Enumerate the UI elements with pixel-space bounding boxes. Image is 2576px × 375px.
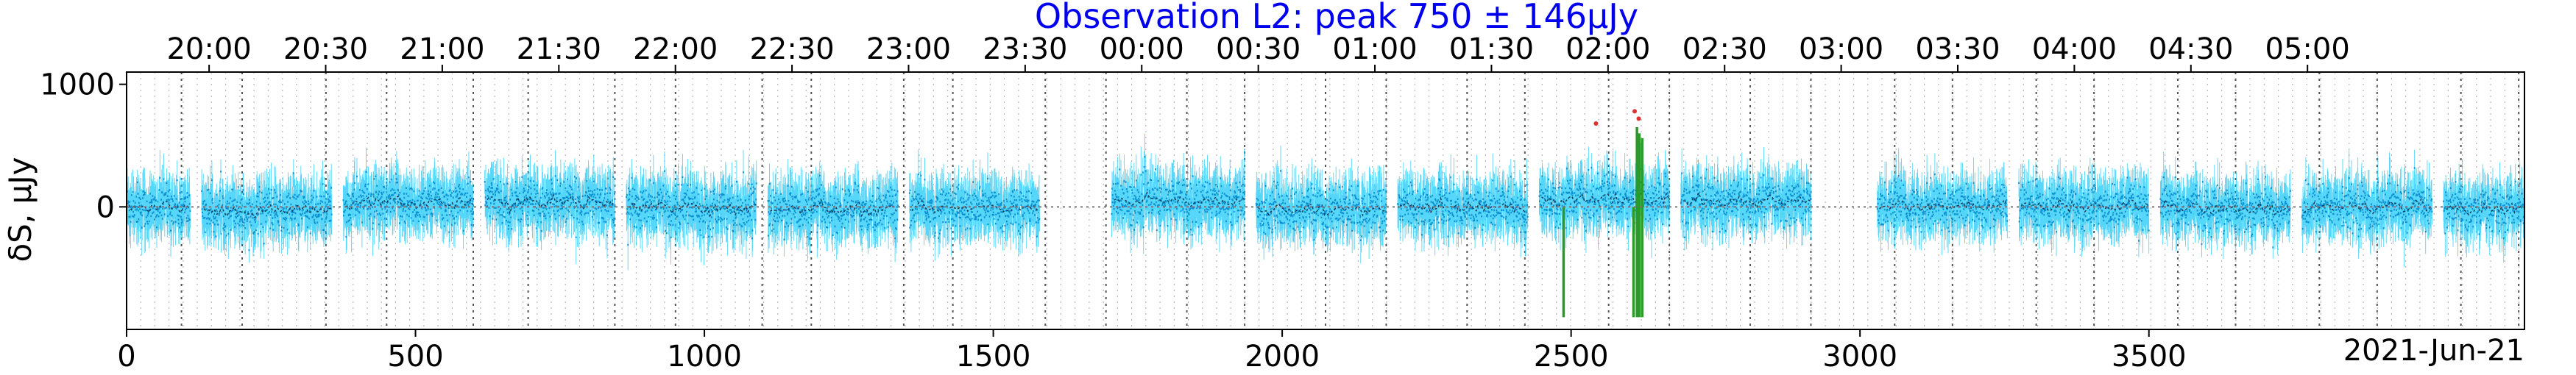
- data-segment: [1255, 146, 1387, 264]
- running-mean-line: [2446, 201, 2523, 216]
- x-tick-label: 1000: [667, 340, 742, 374]
- error-bars: [1256, 146, 1387, 264]
- error-bars: [201, 159, 333, 263]
- data-points: [2443, 180, 2524, 240]
- data-points: [2159, 176, 2291, 249]
- left-flux-axis: 0 1000: [40, 68, 127, 224]
- running-mean-line: [2020, 197, 2149, 215]
- running-mean-line: [1541, 192, 1669, 208]
- y-tick-label: 0: [96, 190, 115, 224]
- time-tick-label: 20:30: [283, 32, 368, 66]
- running-mean-line: [628, 201, 757, 218]
- y-tick-label: 1000: [40, 68, 115, 102]
- data-segment: [2301, 149, 2433, 267]
- time-tick-label: 22:00: [633, 32, 718, 66]
- top-time-axis: 20:00 20:30 21:00 21:30 22:00 22:30 23:00 23:30…: [166, 32, 2350, 72]
- outlier-point: [1593, 121, 1599, 126]
- time-tick-label: 01:00: [1332, 32, 1417, 66]
- data-segment: [2159, 151, 2291, 260]
- data-points: [908, 174, 1041, 239]
- time-tick-label: 04:30: [2148, 32, 2233, 66]
- plot-frame: [126, 71, 2525, 330]
- time-tick-label: 21:00: [400, 32, 484, 66]
- time-tick-label: 05:00: [2265, 32, 2350, 66]
- error-bars: [1680, 147, 1811, 251]
- time-tick-label: 03:00: [1799, 32, 1883, 66]
- time-tick-label: 02:30: [1682, 32, 1767, 66]
- time-tick-label: 20:00: [166, 32, 251, 66]
- outlier-point: [1632, 109, 1638, 114]
- data-points: [127, 176, 191, 232]
- running-mean-line: [1258, 202, 1386, 217]
- x-tick-label: 1500: [956, 340, 1031, 374]
- error-bars: [2159, 151, 2291, 260]
- running-mean-line: [1879, 199, 2008, 212]
- data-segment: [1876, 148, 2009, 255]
- error-bars: [127, 150, 191, 257]
- data-points: [201, 171, 333, 251]
- time-tick-label: 03:30: [1915, 32, 2000, 66]
- time-tick-label: 02:00: [1565, 32, 1650, 66]
- x-tick-label: 2000: [1245, 340, 1320, 374]
- running-mean-line: [2162, 198, 2290, 216]
- error-bars: [909, 149, 1040, 261]
- data-segment: [1680, 147, 1812, 251]
- x-tick-label: 500: [387, 340, 443, 374]
- data-points: [626, 170, 757, 246]
- data-points: [342, 171, 474, 238]
- x-tick-label: 3500: [2112, 340, 2187, 374]
- x-tick-label: 0: [117, 340, 135, 374]
- time-tick-label: 21:30: [517, 32, 601, 66]
- plot-content: [127, 109, 2524, 318]
- data-segment: [2018, 157, 2150, 257]
- data-segment: [1397, 153, 1529, 257]
- data-points: [1876, 173, 2009, 235]
- data-segment: [1111, 133, 1245, 254]
- time-tick-label: 23:00: [866, 32, 951, 66]
- data-segment: [1538, 143, 1670, 258]
- data-segment: [342, 147, 474, 257]
- data-segment: [908, 149, 1041, 261]
- running-mean-line: [1682, 191, 1811, 210]
- x-tick-label: 2500: [1534, 340, 1609, 374]
- time-tick-label: 23:30: [983, 32, 1067, 66]
- data-segment: [201, 159, 333, 263]
- time-tick-label: 00:30: [1216, 32, 1301, 66]
- data-segment: [767, 159, 899, 262]
- running-mean-line: [203, 203, 331, 219]
- chart-title: Observation L2: peak 750 ± 146μJy: [1035, 0, 1638, 36]
- running-mean-line: [486, 193, 615, 214]
- date-label: 2021-Jun-21: [2343, 334, 2524, 368]
- x-tick-label: 3000: [1822, 340, 1897, 374]
- running-mean-line: [1114, 191, 1245, 208]
- running-mean-line: [770, 198, 898, 218]
- data-segment: [626, 149, 757, 271]
- y-axis-label: δS, μJy: [2, 157, 38, 262]
- time-tick-label: 00:00: [1100, 32, 1184, 66]
- error-bars: [1539, 143, 1670, 258]
- outlier-point: [1636, 116, 1641, 121]
- running-mean-line: [345, 195, 473, 212]
- data-segment: [2443, 159, 2524, 262]
- data-segment: [127, 150, 191, 257]
- time-tick-label: 22:30: [749, 32, 834, 66]
- data-points: [1255, 170, 1387, 241]
- data-points: [2301, 167, 2433, 241]
- bottom-sample-axis: 0 500 1000 1500 2000 2500 3000 3500: [117, 329, 2187, 374]
- time-tick-label: 01:30: [1449, 32, 1534, 66]
- time-tick-label: 04:00: [2032, 32, 2117, 66]
